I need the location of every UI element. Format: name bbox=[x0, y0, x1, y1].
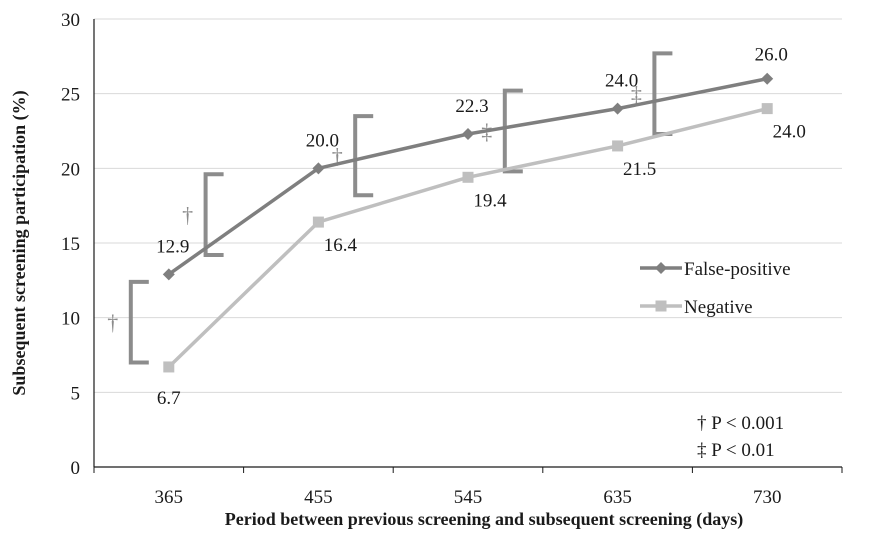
p-value-note: † P < 0.001 bbox=[697, 413, 784, 434]
bracket-shape bbox=[128, 279, 149, 365]
legend-label: Negative bbox=[684, 297, 753, 318]
bracket-shape bbox=[502, 88, 523, 174]
legend-label: False-positive bbox=[684, 259, 791, 280]
bracket-shape bbox=[353, 114, 374, 198]
data-point-square bbox=[462, 171, 474, 183]
data-point-diamond bbox=[312, 162, 325, 175]
x-tick-label: 635 bbox=[603, 487, 632, 508]
data-label-negative: 6.7 bbox=[157, 388, 181, 409]
series-negative bbox=[163, 103, 773, 373]
legend-marker-square bbox=[655, 300, 667, 312]
significance-symbol: † bbox=[107, 310, 118, 335]
data-label-false-positive: 20.0 bbox=[306, 130, 339, 151]
x-tick-label: 545 bbox=[454, 487, 483, 508]
data-point-diamond bbox=[611, 102, 624, 115]
data-label-false-positive: 24.0 bbox=[605, 71, 638, 92]
data-label-false-positive: 22.3 bbox=[455, 96, 488, 117]
data-point-diamond bbox=[162, 268, 175, 281]
x-tick-label: 455 bbox=[304, 487, 333, 508]
legend: False-positive Negative bbox=[640, 259, 791, 318]
y-tick-label: 10 bbox=[61, 309, 80, 330]
legend-entry: Negative bbox=[640, 297, 753, 318]
series-line bbox=[167, 106, 768, 369]
x-tick-label: 365 bbox=[155, 487, 184, 508]
significance-symbol: ‡ bbox=[631, 82, 642, 107]
data-point-square bbox=[612, 140, 624, 152]
y-tick-label: 30 bbox=[61, 10, 80, 31]
data-labels: 12.9 20.0 22.3 24.0 26.0 6.7 16.4 19.4 21.5 24.0 bbox=[156, 45, 806, 409]
x-tick-label: 730 bbox=[753, 487, 782, 508]
bracket-shape bbox=[203, 172, 224, 257]
data-point-square bbox=[312, 216, 324, 228]
y-tick-label: 20 bbox=[61, 159, 80, 180]
significance-bracket: † bbox=[182, 172, 224, 257]
p-value-note: ‡ P < 0.01 bbox=[697, 440, 775, 461]
series bbox=[162, 72, 774, 373]
legend-marker-diamond bbox=[655, 262, 667, 274]
significance-symbol: † bbox=[182, 203, 193, 228]
data-label-false-positive: 12.9 bbox=[156, 236, 189, 257]
significance-symbol: † bbox=[332, 144, 343, 169]
x-axis-title: Period between previous screening and su… bbox=[225, 509, 744, 530]
y-axis-title: Subsequent screening participation (%) bbox=[9, 90, 30, 395]
axes: 0 5 10 15 20 25 30 365 455 545 635 730 bbox=[61, 10, 843, 508]
y-tick-label: 15 bbox=[61, 234, 80, 255]
data-point-square bbox=[163, 361, 175, 373]
significance-bracket: † bbox=[107, 279, 149, 365]
legend-entry: False-positive bbox=[640, 259, 791, 280]
data-label-negative: 24.0 bbox=[773, 122, 806, 143]
data-label-negative: 16.4 bbox=[324, 235, 358, 256]
data-label-negative: 19.4 bbox=[473, 190, 507, 211]
significance-bracket: † bbox=[332, 114, 374, 198]
y-tick-label: 5 bbox=[71, 383, 81, 404]
data-point-diamond bbox=[462, 127, 474, 140]
data-label-negative: 21.5 bbox=[623, 159, 656, 180]
data-point-square bbox=[761, 103, 773, 115]
notes: † P < 0.001 ‡ P < 0.01 bbox=[697, 413, 784, 461]
data-label-false-positive: 26.0 bbox=[755, 45, 788, 66]
data-point-diamond bbox=[761, 72, 774, 85]
y-tick-label: 0 bbox=[71, 458, 81, 479]
significance-brackets: †††‡‡ bbox=[107, 51, 673, 365]
series-false-positive bbox=[162, 72, 774, 281]
y-tick-label: 25 bbox=[61, 85, 80, 106]
